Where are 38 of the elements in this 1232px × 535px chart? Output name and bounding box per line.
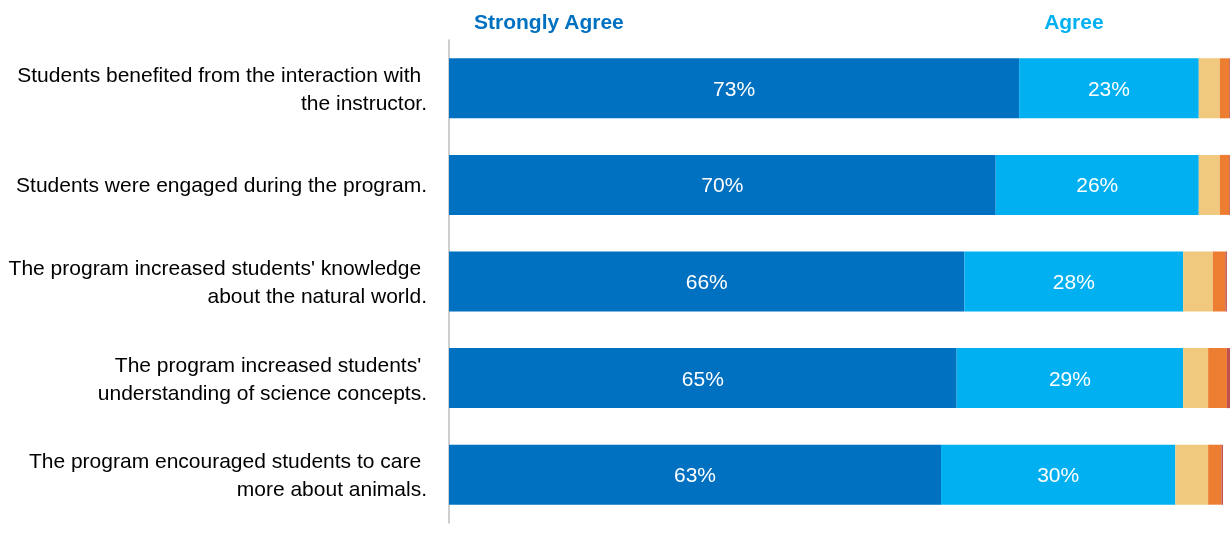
y-tick-label: Students benefited from the interaction with the instructor. [17,62,427,114]
bar [995,154,1199,215]
y-tick-label: The program encouraged students to care more about animals. [28,449,427,501]
bar [1198,58,1220,119]
y-tick-label: The program increased students' understanding of science concepts. [97,352,427,404]
bar [941,444,1176,505]
bar [449,251,965,312]
data-label: 63% [674,463,717,487]
data-label: 28% [1052,270,1095,293]
bar [1183,251,1213,312]
y-tick-label: Students were engaged during the program. [16,173,427,197]
data-label: 29% [1048,366,1091,390]
y-tick-label: The program increased students' knowledge about the natural world. [8,256,427,307]
data-label: 66% [685,270,728,293]
bar [1183,348,1209,409]
bar [1198,154,1220,215]
bar [449,444,942,505]
bar [1208,444,1222,505]
bar [964,251,1184,312]
data-label: 73% [713,76,756,100]
bar [1175,444,1209,505]
data-label: 30% [1037,463,1080,487]
bar [1219,154,1230,215]
bar [449,348,957,409]
data-label: 65% [681,366,724,390]
bar [1019,58,1199,119]
bar [1219,58,1230,119]
data-label: 70% [701,173,744,197]
data-label: 26% [1076,173,1119,197]
bar [449,58,1020,119]
bar [1208,348,1227,409]
series-label: Agree [1044,10,1104,33]
bar [956,348,1184,409]
bar [449,154,996,215]
bar [1212,251,1226,312]
series-label: Strongly Agree [474,10,624,33]
bar [1226,348,1230,409]
data-label: 23% [1087,76,1130,100]
